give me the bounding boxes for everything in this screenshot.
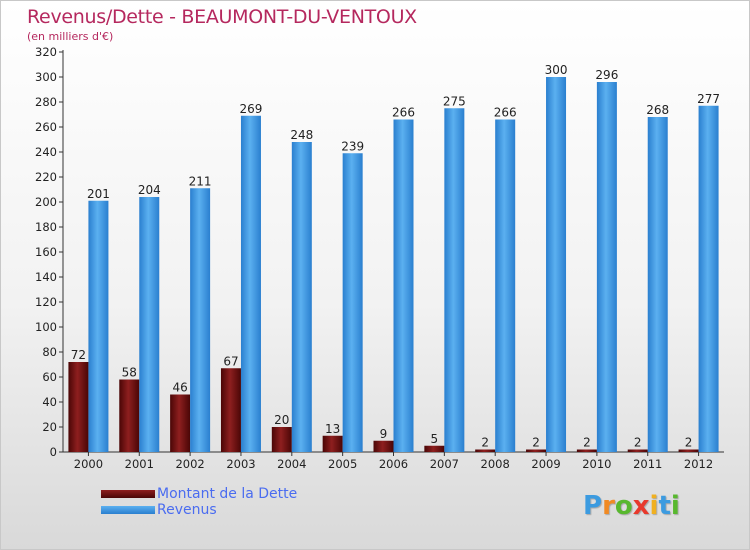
data-label-revenus: 266	[494, 106, 517, 120]
bar-revenus	[393, 119, 414, 452]
proxiti-logo: Proxiti	[583, 491, 680, 521]
data-label-dette: 9	[380, 427, 388, 441]
x-tick-label: 2010	[582, 457, 611, 471]
data-label-dette: 5	[431, 432, 439, 446]
y-tick-label: 140	[35, 270, 57, 284]
x-tick-label: 2008	[481, 457, 510, 471]
data-label-revenus: 211	[189, 174, 212, 188]
bar-revenus	[291, 142, 312, 452]
bar-dette	[424, 445, 445, 452]
y-tick-label: 60	[42, 370, 57, 384]
data-labels: 72 201 58 204 46 211 67 269 20 248 13 239 9 266 5 275 2 2…	[71, 63, 720, 450]
data-label-revenus: 269	[240, 102, 263, 116]
bar-revenus	[342, 153, 363, 452]
bar-dette	[627, 449, 648, 452]
legend-swatch-revenus	[101, 506, 155, 514]
y-tick-label: 80	[42, 345, 57, 359]
bar-revenus	[139, 197, 160, 452]
bar-dette	[373, 440, 394, 452]
bar-revenus	[596, 82, 617, 452]
y-tick-label: 120	[35, 295, 57, 309]
bar-dette	[271, 427, 292, 452]
bar-revenus	[444, 108, 465, 452]
x-tick-label: 2006	[379, 457, 408, 471]
x-tick-label: 2012	[684, 457, 713, 471]
x-tick-label: 2002	[175, 457, 204, 471]
bar-revenus	[88, 200, 109, 452]
x-tick-label: 2003	[226, 457, 255, 471]
y-tick-label: 200	[35, 195, 57, 209]
legend-label-dette: Montant de la Dette	[157, 486, 298, 502]
bar-revenus	[698, 105, 719, 452]
y-tick-label: 240	[35, 145, 57, 159]
data-label-dette: 2	[634, 436, 642, 450]
data-label-revenus: 239	[341, 139, 364, 153]
x-tick-label: 2009	[531, 457, 560, 471]
bar-revenus	[495, 119, 516, 452]
x-tick-label: 2007	[430, 457, 459, 471]
x-tick-label: 2000	[74, 457, 103, 471]
data-label-dette: 2	[481, 436, 489, 450]
data-label-dette: 58	[122, 366, 137, 380]
data-label-revenus: 300	[545, 63, 568, 77]
bar-dette	[475, 449, 496, 452]
bar-dette	[119, 379, 140, 452]
data-label-revenus: 204	[138, 183, 161, 197]
data-label-revenus: 277	[697, 92, 720, 106]
bar-dette	[678, 449, 699, 452]
data-label-revenus: 266	[392, 106, 415, 120]
bar-revenus	[546, 77, 567, 452]
data-label-dette: 2	[583, 436, 591, 450]
x-tick-label: 2005	[328, 457, 357, 471]
bar-dette	[220, 368, 241, 452]
x-tick-label: 2001	[125, 457, 154, 471]
y-tick-label: 280	[35, 95, 57, 109]
data-label-revenus: 201	[87, 187, 110, 201]
data-label-dette: 46	[172, 381, 187, 395]
data-label-dette: 2	[685, 436, 693, 450]
chart-title: Revenus/Dette - BEAUMONT-DU-VENTOUX	[27, 6, 417, 28]
bar-revenus	[647, 117, 668, 452]
data-label-revenus: 248	[290, 128, 313, 142]
data-label-revenus: 275	[443, 94, 466, 108]
legend-label-revenus: Revenus	[157, 502, 217, 518]
legend-swatch-dette	[101, 490, 155, 498]
bar-dette	[322, 435, 343, 452]
y-tick-label: 220	[35, 170, 57, 184]
data-label-revenus: 296	[595, 68, 618, 82]
data-label-dette: 72	[71, 348, 86, 362]
bar-revenus	[240, 115, 261, 452]
y-tick-label: 100	[35, 320, 57, 334]
y-tick-label: 40	[42, 395, 57, 409]
data-label-dette: 13	[325, 422, 340, 436]
x-tick-label: 2011	[633, 457, 662, 471]
y-tick-label: 300	[35, 70, 57, 84]
data-label-revenus: 268	[646, 103, 669, 117]
data-label-dette: 20	[274, 413, 289, 427]
y-tick-label: 260	[35, 120, 57, 134]
y-tick-label: 320	[35, 45, 57, 59]
y-tick-label: 0	[50, 445, 57, 459]
bars	[68, 77, 719, 452]
bar-dette	[68, 362, 89, 452]
x-tick-label: 2004	[277, 457, 306, 471]
y-tick-label: 160	[35, 245, 57, 259]
y-tick-label: 20	[42, 420, 57, 434]
bar-dette	[576, 449, 597, 452]
y-tick-label: 180	[35, 220, 57, 234]
data-label-dette: 67	[223, 354, 238, 368]
chart-subtitle: (en milliers d'€)	[27, 30, 114, 43]
data-label-dette: 2	[532, 436, 540, 450]
bar-revenus	[190, 188, 211, 452]
bar-dette	[526, 449, 547, 452]
bar-dette	[170, 394, 191, 452]
